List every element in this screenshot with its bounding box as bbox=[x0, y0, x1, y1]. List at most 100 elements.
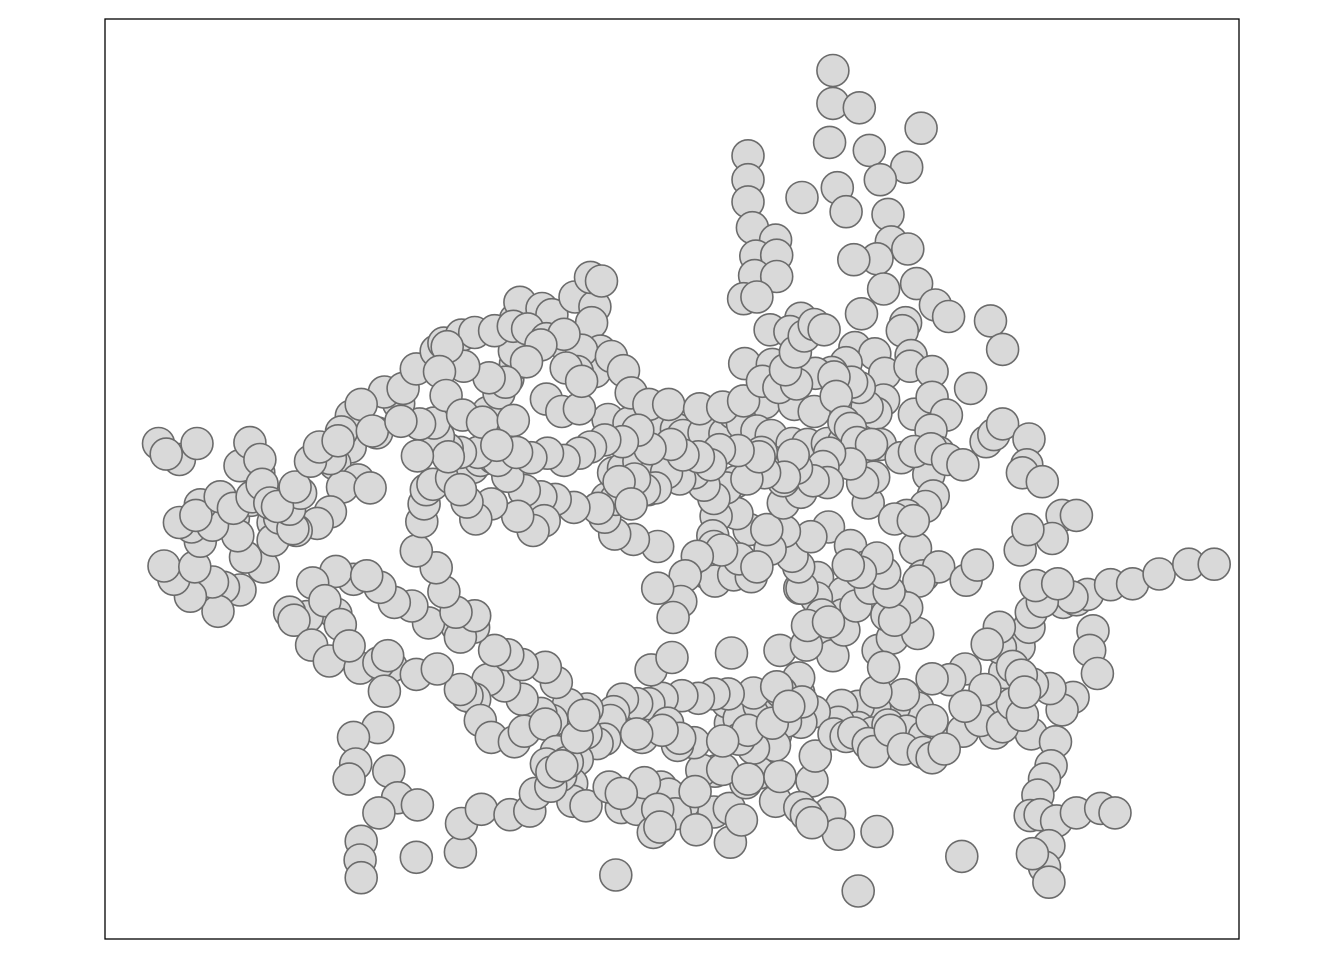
data-point bbox=[321, 423, 355, 458]
data-point bbox=[400, 439, 435, 473]
data-point bbox=[985, 332, 1020, 367]
data-point bbox=[896, 503, 931, 538]
data-point bbox=[384, 404, 418, 439]
data-point bbox=[831, 548, 866, 582]
data-point bbox=[807, 312, 841, 347]
data-point bbox=[705, 724, 740, 758]
data-point bbox=[604, 776, 639, 811]
data-point bbox=[1197, 547, 1231, 582]
data-point bbox=[349, 558, 384, 593]
data-point bbox=[740, 550, 774, 584]
data-point bbox=[1040, 566, 1075, 601]
data-point bbox=[509, 344, 544, 379]
data-point bbox=[844, 296, 879, 331]
data-point bbox=[759, 259, 794, 294]
data-point bbox=[651, 387, 686, 422]
data-point bbox=[400, 788, 435, 822]
data-point bbox=[927, 732, 962, 766]
data-point bbox=[179, 498, 213, 533]
data-point bbox=[960, 548, 995, 582]
data-point bbox=[1098, 796, 1132, 830]
data-point bbox=[798, 739, 833, 773]
data-point bbox=[278, 470, 312, 504]
data-point bbox=[367, 674, 402, 709]
data-point bbox=[771, 689, 806, 724]
data-point bbox=[829, 194, 863, 229]
data-point bbox=[355, 414, 390, 448]
data-point bbox=[399, 534, 434, 568]
data-point bbox=[479, 428, 514, 463]
data-point bbox=[332, 762, 366, 796]
data-point bbox=[985, 407, 1020, 441]
data-point bbox=[1032, 865, 1066, 900]
data-point bbox=[308, 583, 342, 618]
data-point bbox=[866, 650, 901, 685]
data-point bbox=[1059, 498, 1094, 533]
data-point bbox=[953, 371, 988, 406]
data-point bbox=[860, 814, 894, 849]
data-point bbox=[866, 272, 901, 306]
data-point bbox=[277, 603, 311, 638]
data-point bbox=[443, 472, 478, 507]
data-point bbox=[332, 629, 366, 663]
data-point bbox=[1015, 836, 1050, 871]
data-point bbox=[679, 812, 714, 847]
data-point bbox=[564, 364, 599, 399]
data-point bbox=[1080, 656, 1115, 691]
data-point bbox=[749, 512, 784, 547]
data-point bbox=[931, 299, 966, 334]
data-point bbox=[655, 640, 689, 675]
data-point bbox=[842, 91, 877, 125]
data-point bbox=[477, 633, 512, 668]
data-point bbox=[344, 860, 379, 895]
data-point bbox=[619, 717, 654, 751]
data-point bbox=[464, 792, 499, 827]
data-point bbox=[714, 636, 749, 670]
data-point bbox=[362, 796, 396, 830]
data-point bbox=[149, 437, 183, 471]
data-point bbox=[812, 125, 847, 160]
data-point bbox=[443, 672, 478, 707]
data-point bbox=[1025, 464, 1060, 499]
data-point bbox=[1007, 675, 1042, 709]
data-point bbox=[899, 266, 934, 301]
data-point bbox=[353, 471, 387, 505]
data-point bbox=[614, 487, 649, 521]
data-point bbox=[973, 304, 1008, 338]
data-point bbox=[656, 600, 690, 635]
data-point bbox=[678, 774, 712, 809]
data-point bbox=[841, 874, 876, 908]
data-point bbox=[852, 133, 887, 168]
data-point bbox=[643, 810, 677, 844]
data-point bbox=[724, 803, 759, 837]
data-point bbox=[763, 759, 797, 794]
data-point bbox=[740, 280, 774, 314]
data-point bbox=[795, 805, 829, 840]
data-point bbox=[640, 571, 675, 606]
data-point bbox=[544, 748, 579, 783]
data-point bbox=[948, 689, 982, 724]
data-point bbox=[1142, 557, 1176, 591]
data-point bbox=[569, 788, 603, 823]
data-point bbox=[854, 427, 889, 462]
data-point bbox=[370, 638, 405, 673]
data-point bbox=[915, 661, 949, 696]
data-point bbox=[399, 840, 434, 875]
data-point bbox=[915, 703, 949, 738]
data-points bbox=[141, 53, 1231, 908]
data-point bbox=[420, 652, 455, 686]
data-point bbox=[731, 762, 765, 796]
data-point bbox=[816, 53, 850, 88]
data-point bbox=[877, 603, 912, 638]
data-point bbox=[946, 447, 980, 482]
data-point bbox=[431, 439, 466, 474]
data-point bbox=[970, 627, 1005, 662]
data-point bbox=[890, 232, 925, 266]
data-point bbox=[201, 594, 235, 629]
data-point bbox=[863, 162, 898, 197]
data-point bbox=[584, 264, 619, 298]
data-point bbox=[1011, 512, 1045, 547]
data-point bbox=[836, 242, 871, 277]
data-point bbox=[443, 835, 478, 869]
